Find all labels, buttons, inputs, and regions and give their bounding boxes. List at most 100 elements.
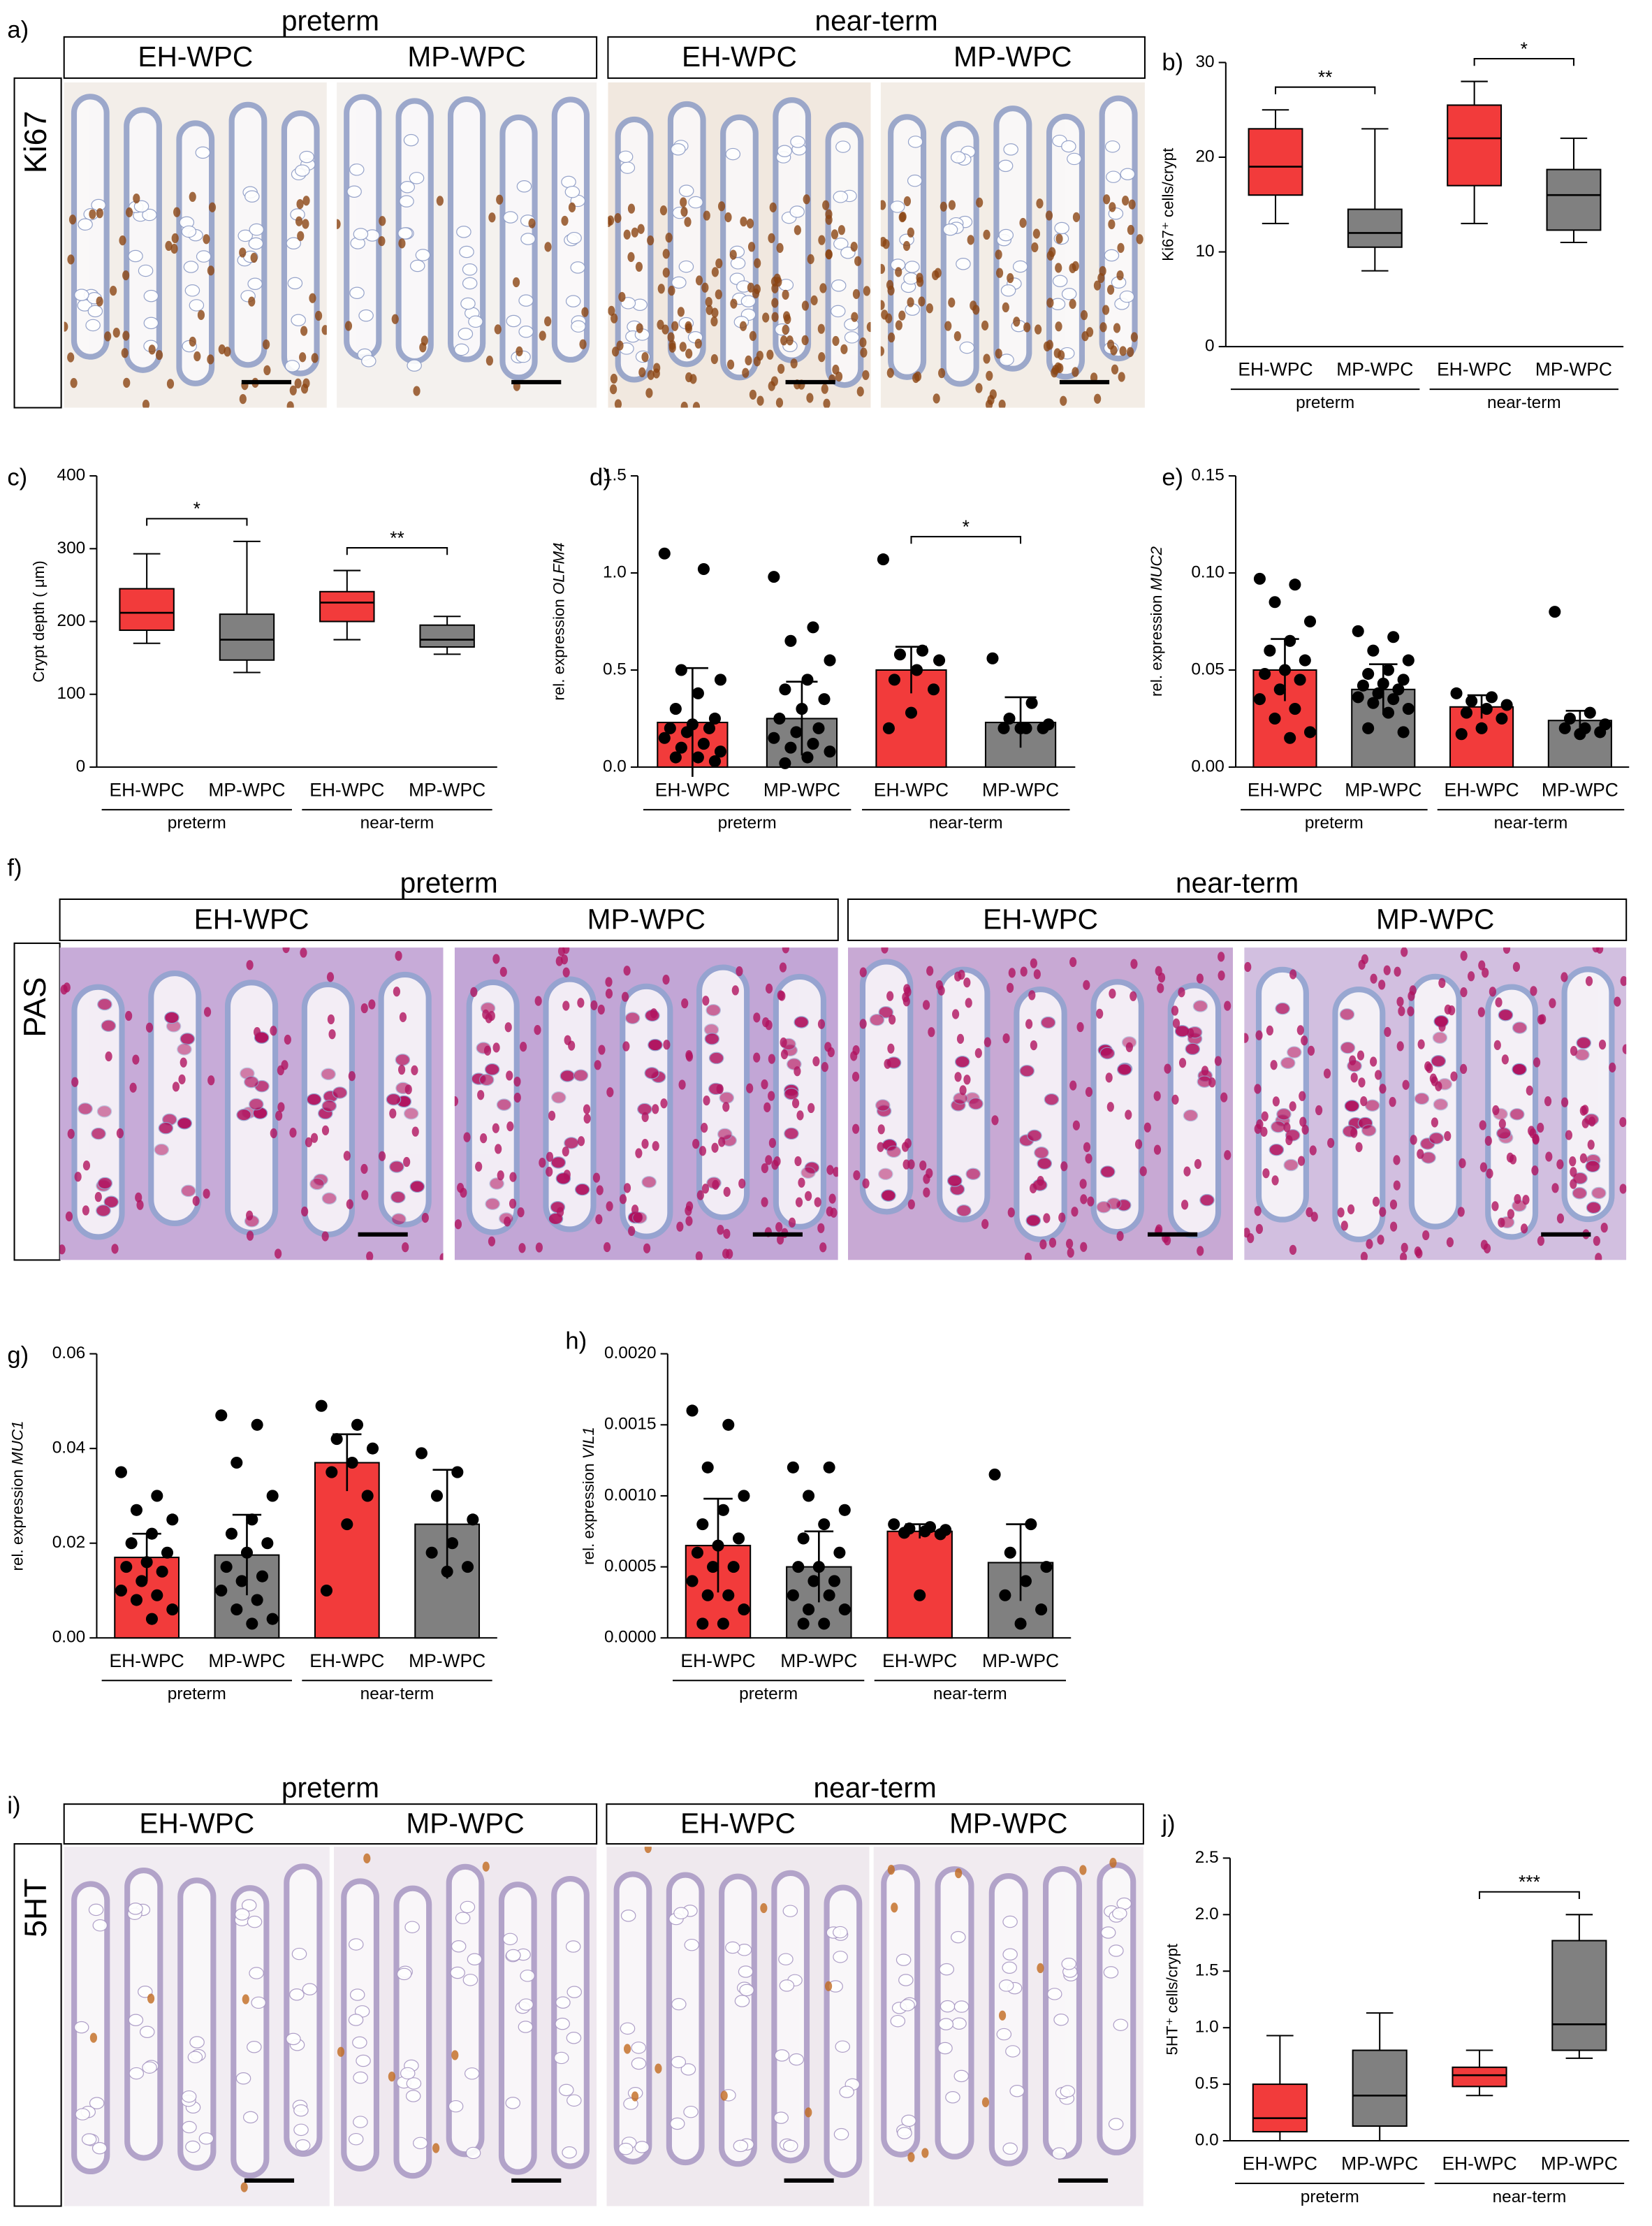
significance-label: ** <box>390 528 404 548</box>
goblet-cell <box>1025 1214 1041 1227</box>
data-point <box>697 738 710 750</box>
micrograph-content <box>64 82 327 408</box>
stained-nucleus <box>1260 1126 1268 1137</box>
stained-nucleus <box>1431 1117 1438 1128</box>
group-label: near-term <box>1487 393 1561 412</box>
stained-nucleus <box>1045 210 1053 221</box>
stained-nucleus <box>763 1102 771 1112</box>
stained-nucleus <box>1153 1144 1162 1155</box>
goblet-cell <box>321 1192 337 1205</box>
goblet-cell <box>1116 1063 1132 1076</box>
stained-nucleus <box>1438 1021 1446 1032</box>
group-label: preterm <box>739 1685 798 1703</box>
data-point <box>140 1556 153 1569</box>
stained-nucleus <box>887 1865 895 1875</box>
goblet-cell <box>938 2018 954 2030</box>
stained-nucleus <box>1094 393 1102 404</box>
goblet-cell <box>553 2051 569 2065</box>
stained-nucleus <box>884 1059 891 1069</box>
stained-nucleus <box>155 350 163 361</box>
stained-nucleus <box>680 401 688 408</box>
stained-nucleus <box>1220 1092 1228 1103</box>
goblet-cell <box>448 2100 464 2113</box>
stained-nucleus <box>1002 1033 1010 1044</box>
stained-nucleus <box>958 970 965 980</box>
goblet-cell <box>1275 1002 1290 1015</box>
stained-nucleus <box>859 1019 867 1029</box>
stained-nucleus <box>1426 1063 1433 1073</box>
stained-nucleus <box>1323 1068 1331 1079</box>
stained-nucleus <box>309 293 316 303</box>
stained-nucleus <box>1595 1253 1602 1260</box>
stained-nucleus <box>998 400 1006 408</box>
stained-nucleus <box>1401 1242 1408 1253</box>
goblet-cell <box>1276 1107 1292 1121</box>
micrograph-content <box>880 82 1145 408</box>
data-point <box>151 1589 163 1601</box>
stained-nucleus <box>592 1172 601 1183</box>
box <box>1447 104 1503 187</box>
goblet-cell <box>295 2139 311 2152</box>
stained-nucleus <box>933 393 940 404</box>
stained-nucleus <box>94 1192 102 1202</box>
stained-nucleus <box>1036 198 1044 209</box>
goblet-cell <box>671 1998 687 2011</box>
data-point <box>1294 674 1306 686</box>
stained-nucleus <box>1444 1130 1452 1142</box>
data-point <box>220 1561 233 1573</box>
stained-nucleus <box>953 331 961 342</box>
stained-nucleus <box>852 1045 860 1056</box>
stained-nucleus <box>995 249 1002 260</box>
goblet-cell <box>618 2142 634 2155</box>
goblet-cell <box>403 133 419 147</box>
stained-nucleus <box>1025 1019 1033 1029</box>
stained-nucleus <box>605 977 613 987</box>
x-tick-label: EH-WPC <box>110 1650 184 1671</box>
stained-nucleus <box>923 1187 930 1198</box>
stained-nucleus <box>1071 1207 1079 1217</box>
goblet-cell <box>181 2090 197 2103</box>
data-point <box>1037 722 1049 734</box>
stained-nucleus <box>975 383 983 393</box>
goblet-cell <box>734 1995 750 2007</box>
stained-nucleus <box>1549 998 1556 1008</box>
stained-nucleus <box>475 1161 483 1172</box>
data-point <box>1574 728 1586 741</box>
goblet-cell <box>353 2071 368 2084</box>
goblet-cell <box>143 289 159 303</box>
data-point <box>1465 694 1478 707</box>
data-point <box>1273 683 1286 696</box>
data-point <box>1303 615 1317 628</box>
stained-nucleus <box>824 1042 832 1052</box>
x-tick-label: EH-WPC <box>1243 2153 1317 2174</box>
data-point <box>807 1575 820 1587</box>
x-tick-label: MP-WPC <box>409 779 485 800</box>
stained-nucleus <box>1486 1168 1493 1179</box>
stained-nucleus <box>624 2044 631 2054</box>
crypt <box>771 1870 810 2164</box>
stained-nucleus <box>862 370 870 380</box>
stained-nucleus <box>366 1251 374 1260</box>
goblet-cell <box>413 2137 428 2150</box>
goblet-cell <box>1061 140 1076 153</box>
stained-nucleus <box>730 298 738 309</box>
stained-nucleus <box>147 1993 155 2004</box>
stained-nucleus <box>655 2063 662 2074</box>
stained-nucleus <box>343 1151 351 1161</box>
stained-nucleus <box>1383 965 1391 975</box>
group-label: near-term <box>815 4 938 36</box>
y-tick-label: 30 <box>1195 52 1214 71</box>
data-point <box>803 1490 815 1502</box>
goblet-cell <box>450 1966 465 1979</box>
stained-nucleus <box>1272 1096 1280 1107</box>
stained-nucleus <box>1570 1167 1577 1177</box>
stained-nucleus <box>886 368 894 378</box>
goblet-cell <box>946 1174 963 1187</box>
stained-nucleus <box>577 1136 585 1147</box>
micrograph-content <box>59 947 444 1260</box>
stained-nucleus <box>769 202 777 212</box>
y-tick-label: 1.0 <box>603 562 627 581</box>
stained-nucleus <box>494 324 502 335</box>
goblet-cell <box>1185 1042 1201 1056</box>
goblet-cell <box>97 998 112 1011</box>
